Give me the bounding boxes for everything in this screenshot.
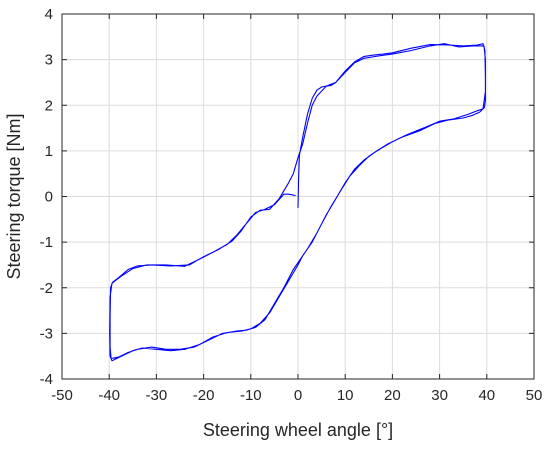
y-tick-label: 0: [45, 189, 53, 206]
x-axis-label: Steering wheel angle [°]: [203, 420, 393, 440]
x-tick-label: -50: [51, 387, 73, 404]
y-axis-label: Steering torque [Nm]: [4, 113, 24, 279]
y-tick-label: 2: [45, 97, 53, 114]
x-tick-label: 50: [526, 387, 543, 404]
y-tick-label: -3: [40, 325, 53, 342]
y-tick-label: -1: [40, 234, 53, 251]
y-tick-label: 4: [45, 6, 53, 23]
x-tick-label: 30: [431, 387, 448, 404]
x-tick-label: 40: [478, 387, 495, 404]
x-tick-label: -10: [240, 387, 262, 404]
y-tick-label: -2: [40, 280, 53, 297]
y-tick-label: 1: [45, 143, 53, 160]
x-tick-label: 10: [337, 387, 354, 404]
series-line: [109, 43, 486, 362]
y-tick-label: -4: [40, 371, 53, 388]
series-layer: [109, 43, 486, 362]
x-tick-label: -30: [146, 387, 168, 404]
x-tick-label: -40: [98, 387, 120, 404]
x-tick-label: -20: [193, 387, 215, 404]
x-tick-label: 20: [384, 387, 401, 404]
x-tick-label: 0: [294, 387, 302, 404]
y-tick-label: 3: [45, 52, 53, 69]
